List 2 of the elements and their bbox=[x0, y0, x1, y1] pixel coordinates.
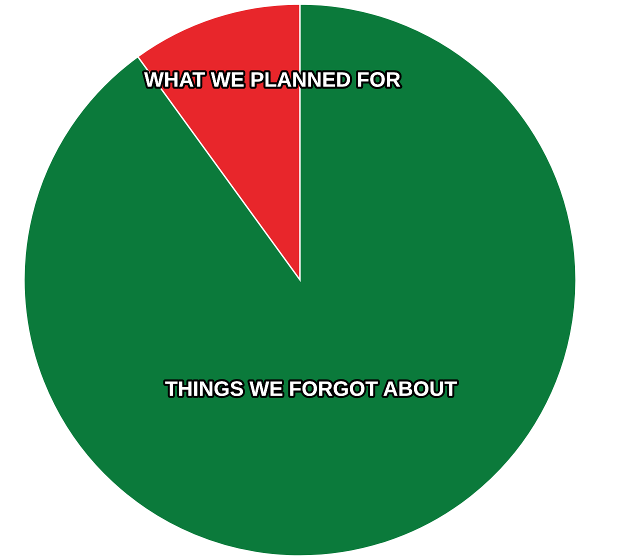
slice-label: THINGS WE FORGOT ABOUT bbox=[165, 381, 457, 396]
pie-slice bbox=[23, 3, 577, 556]
